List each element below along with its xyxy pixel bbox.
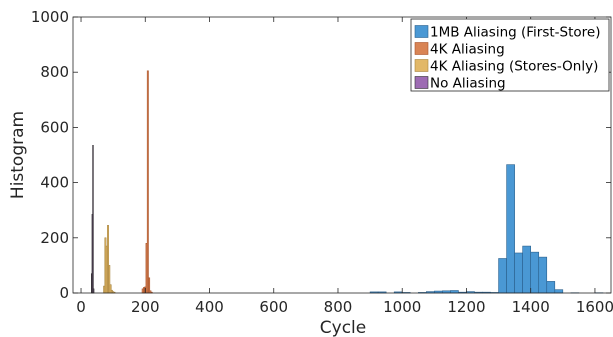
- legend-label: 4K Aliasing (Stores-Only): [430, 59, 598, 75]
- x-tick-label: 400: [195, 298, 224, 316]
- histogram-bar: [538, 256, 548, 294]
- histogram-bar: [530, 251, 540, 294]
- y-tick-label: 1000: [31, 8, 69, 26]
- legend: 1MB Aliasing (First-Store)4K Aliasing4K …: [410, 18, 610, 92]
- legend-label: 4K Aliasing: [430, 42, 505, 58]
- histogram-bar: [514, 252, 523, 294]
- x-axis-label: Cycle: [320, 318, 366, 337]
- x-tick-label: 1200: [447, 298, 485, 316]
- x-tick-label: 1000: [383, 298, 421, 316]
- y-tick-label: 0: [59, 284, 69, 302]
- histogram-bar: [506, 164, 515, 294]
- legend-box: [410, 18, 610, 92]
- y-axis-label: Histogram: [8, 111, 28, 199]
- histogram-bar: [92, 145, 94, 294]
- legend-label: No Aliasing: [430, 76, 506, 92]
- plot-frame: [72, 16, 612, 294]
- y-tick-label: 200: [40, 229, 69, 247]
- histogram-bar: [146, 70, 149, 294]
- y-tick-label: 600: [40, 118, 69, 136]
- x-tick-label: 600: [259, 298, 288, 316]
- histogram-bar: [498, 258, 507, 294]
- histogram-bar: [92, 288, 95, 294]
- x-tick-label: 800: [324, 298, 353, 316]
- legend-label: 1MB Aliasing (First-Store): [430, 25, 601, 41]
- x-tick-label: 200: [131, 298, 160, 316]
- x-tick-label: 1600: [576, 298, 613, 316]
- legend-swatch: [414, 59, 429, 72]
- y-tick-label: 800: [40, 63, 69, 81]
- axes-layer: 0 200 400 600 800 1000 1200 1400 1600 0 200 400 600 8…: [31, 8, 613, 316]
- legend-swatch: [414, 25, 429, 38]
- histogram-bar: [554, 289, 564, 294]
- histogram-bar: [522, 245, 532, 294]
- x-tick-label: 0: [76, 298, 86, 316]
- histogram-bar: [546, 281, 556, 294]
- y-tick-label: 400: [40, 174, 69, 192]
- legend-swatch: [414, 42, 429, 55]
- legend-swatch: [414, 76, 429, 89]
- x-tick-label: 1400: [512, 298, 550, 316]
